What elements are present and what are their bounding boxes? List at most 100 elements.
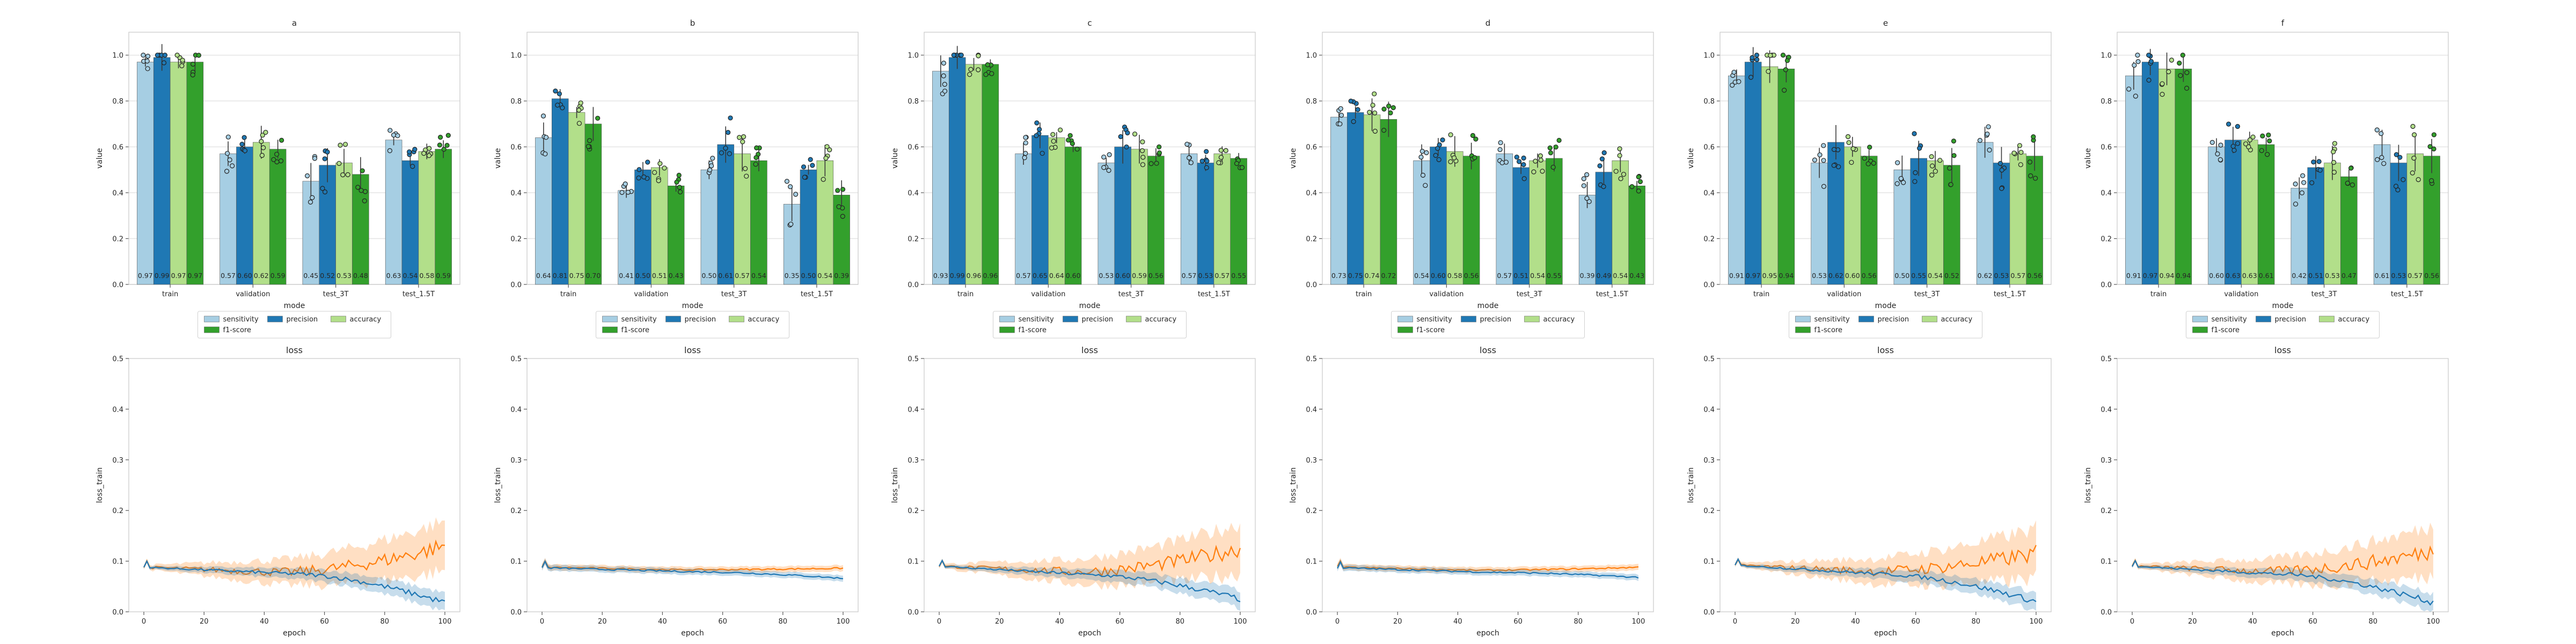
data-point [1451,155,1457,160]
data-point [1917,145,1922,151]
bar-value-label: 0.62 [254,272,269,280]
bar-value-label: 0.53 [1099,272,1114,280]
bar-value-label: 0.54 [1928,272,1943,280]
data-point [652,170,657,175]
data-point [1204,165,1209,171]
y-tick-label: 0.0 [2101,609,2112,617]
x-tick-label: validation [236,290,270,298]
data-point [2218,157,2223,163]
bar-value-label: 0.93 [933,272,948,280]
bar-precision [717,144,734,285]
bar-value-label: 0.62 [1828,272,1843,280]
data-point [1157,144,1162,150]
bar-accuracy [253,142,270,285]
bar-sensitivity [1976,142,1994,285]
data-point [727,151,732,157]
bar-value-label: 0.74 [1365,272,1380,280]
bar-precision [2307,167,2324,285]
bar-precision [1430,147,1447,285]
data-point [1140,155,1146,160]
y-tick-label: 0.3 [2101,457,2112,465]
loss-line-val [1735,545,2037,577]
data-point [1470,133,1475,138]
data-point [1199,158,1205,164]
data-point [1067,133,1073,138]
chart-title: loss [1480,345,1496,355]
legend-swatch-accuracy [2319,316,2334,323]
x-tick-label: test_3T [1118,290,1144,298]
data-point [942,89,948,94]
y-tick-label: 0.0 [1703,609,1715,617]
data-point [340,172,346,178]
data-point [1499,160,1505,165]
legend-label: sensitivity [223,316,259,324]
loss-chart-6: 0.0 0.1 0.2 0.3 0.4 0.5 0 20 40 60 80 100 loss epoch l… [2084,345,2449,638]
data-point [1101,155,1107,160]
bar-chart-b: 0.0 0.2 0.4 0.6 0.8 1.0 train 0.64 0.81 0.75 0.70 v… [494,18,859,339]
legend-label: accuracy [1145,316,1177,324]
y-tick-label: 0.3 [510,457,522,465]
data-point [657,161,663,166]
chart-title: loss [2274,345,2291,355]
data-point [754,145,759,151]
data-point [674,179,679,185]
data-point [2309,180,2315,186]
data-point [1783,67,1788,72]
data-point [2247,137,2253,143]
data-point [1521,176,1527,181]
bar-value-label: 0.64 [536,272,551,280]
bar-value-label: 0.52 [1944,272,1959,280]
data-point [1586,199,1592,204]
bar-value-label: 0.61 [718,272,733,280]
x-tick-label: 100 [1632,618,1645,626]
data-point [1388,110,1393,115]
data-point [553,88,558,94]
bar-value-label: 0.91 [1729,272,1744,280]
data-point [161,60,167,65]
data-point [1831,147,1837,152]
data-point [1125,130,1130,136]
data-point [1912,179,1918,184]
data-point [821,177,826,182]
data-point [707,167,713,173]
data-point [310,195,315,200]
data-point [1999,167,2004,173]
bar-value-label: 0.54 [1414,272,1429,280]
x-tick-label: 100 [2030,618,2043,626]
legend-swatch-sensitivity [999,316,1015,323]
data-point [1118,134,1123,140]
x-tick-label: 80 [1971,618,1980,626]
y-axis-label: loss_train [1289,467,1298,503]
data-point [412,147,418,152]
x-axis-label: mode [1875,302,1897,310]
legend-swatch-accuracy [331,316,346,323]
data-point [441,147,447,152]
data-point [426,153,432,158]
bar-sensitivity [137,62,154,285]
y-tick-label: 0.8 [1306,98,1317,106]
data-point [1433,152,1438,158]
data-point [1846,140,1851,145]
bar-value-label: 0.55 [1911,272,1926,280]
bar-value-label: 0.97 [2143,272,2158,280]
x-tick-label: 40 [2248,618,2257,626]
bar-accuracy [2324,163,2341,285]
data-point [271,157,276,162]
y-tick-label: 0.6 [1306,144,1317,152]
data-point [312,156,318,161]
x-axis-label: mode [1477,302,1499,310]
bar-value-label: 0.58 [419,272,434,280]
y-tick-label: 0.2 [112,236,123,244]
bar-value-label: 0.60 [237,272,252,280]
y-tick-label: 0.4 [1703,406,1715,414]
data-point [810,163,815,168]
data-point [2166,69,2171,75]
bar-value-label: 0.52 [320,272,335,280]
data-point [1074,147,1080,152]
data-point [1148,161,1154,166]
bar-f1-score [1380,119,1397,285]
data-point [1730,83,1735,88]
bar-precision [1114,147,1131,285]
